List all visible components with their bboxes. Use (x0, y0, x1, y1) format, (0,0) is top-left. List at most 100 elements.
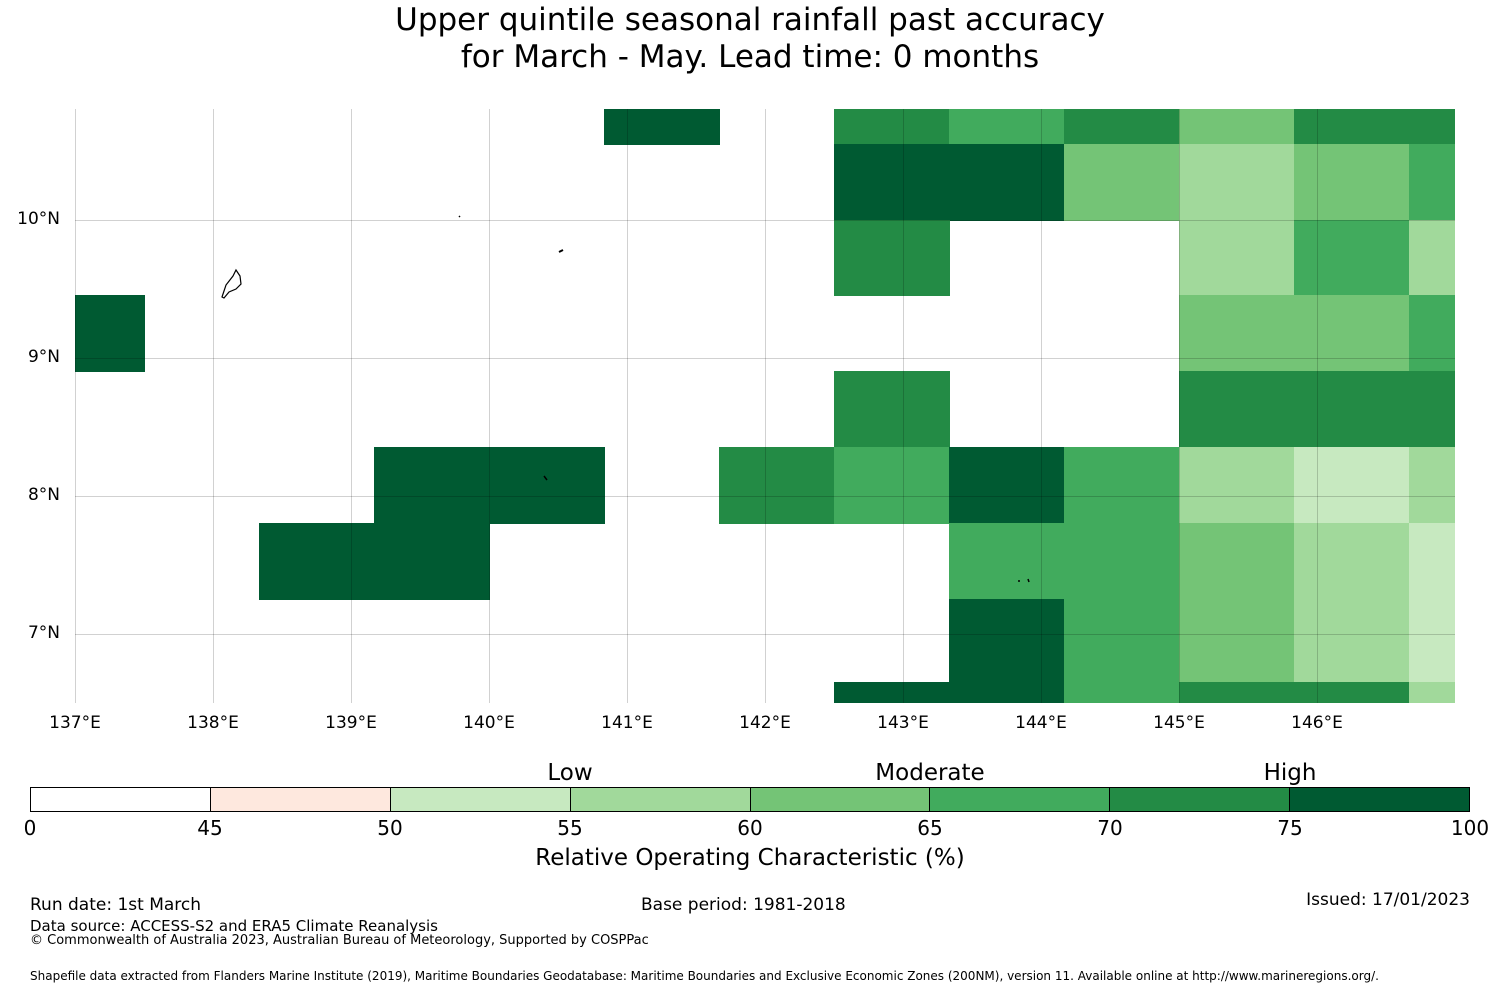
rainfall-accuracy-map (75, 109, 1455, 703)
copyright: © Commonwealth of Australia 2023, Austra… (30, 933, 649, 948)
colorbar-tick-label: 55 (557, 816, 583, 840)
grid-cell (144, 144, 260, 221)
grid-cell (604, 220, 720, 296)
longitude-gridline (903, 109, 904, 703)
grid-cell (1294, 220, 1410, 296)
grid-cell (1179, 220, 1295, 296)
grid-cell (1294, 144, 1410, 221)
grid-cell (1294, 371, 1410, 448)
category-moderate: Moderate (875, 760, 985, 786)
grid-cell (75, 447, 145, 524)
grid-cell (1179, 523, 1295, 600)
colorbar-segment (930, 788, 1111, 811)
grid-cell (144, 523, 260, 600)
grid-cell (1294, 682, 1410, 703)
grid-cell (75, 109, 145, 145)
colorbar-tick-label: 75 (1277, 816, 1303, 840)
grid-cell (1064, 144, 1180, 221)
grid-cell (489, 220, 605, 296)
latitude-label: 9°N (27, 346, 60, 367)
grid-cell (374, 447, 490, 524)
grid-cell (259, 371, 375, 448)
longitude-gridline (489, 109, 490, 703)
grid-cell (949, 523, 1065, 600)
grid-cell (259, 109, 375, 145)
grid-cell (604, 523, 720, 600)
longitude-label: 146°E (1291, 713, 1343, 733)
longitude-label: 141°E (601, 713, 653, 733)
longitude-gridline (1041, 109, 1042, 703)
grid-cell (604, 144, 720, 221)
grid-cell (1409, 220, 1455, 296)
grid-cell (719, 109, 835, 145)
colorbar-segment (570, 788, 751, 811)
shapefile-credit: Shapefile data extracted from Flanders M… (30, 969, 1379, 983)
longitude-label: 138°E (187, 713, 239, 733)
grid-cell (1294, 295, 1410, 372)
grid-cell (1409, 144, 1455, 221)
grid-cell (374, 682, 490, 703)
grid-cell (1294, 523, 1410, 600)
grid-cell (949, 295, 1065, 372)
grid-cell (75, 144, 145, 221)
longitude-label: 145°E (1153, 713, 1205, 733)
map-title-line-1: Upper quintile seasonal rainfall past ac… (395, 2, 1105, 38)
grid-cell (374, 220, 490, 296)
grid-cell (1179, 109, 1295, 145)
longitude-gridline (213, 109, 214, 703)
longitude-label: 140°E (463, 713, 515, 733)
longitude-label: 143°E (877, 713, 929, 733)
longitude-gridline (627, 109, 628, 703)
data-source: Data source: ACCESS-S2 and ERA5 Climate … (30, 917, 438, 935)
grid-cell (374, 523, 490, 600)
colorbar-segment (1110, 788, 1291, 811)
grid-cell (604, 371, 720, 448)
latitude-gridline (75, 634, 1455, 635)
grid-cell (259, 220, 375, 296)
latitude-gridline (75, 496, 1455, 497)
issued-date: Issued: 17/01/2023 (1306, 890, 1470, 910)
grid-cell (1179, 144, 1295, 221)
grid-cell (1294, 447, 1410, 524)
grid-cell (1409, 682, 1455, 703)
latitude-gridline (75, 358, 1455, 359)
colorbar-segment (750, 788, 931, 811)
grid-cell (949, 682, 1065, 703)
grid-cell (489, 682, 605, 703)
grid-cell (259, 447, 375, 524)
base-period: Base period: 1981-2018 (641, 895, 846, 915)
grid-cell (489, 144, 605, 221)
latitude-label: 8°N (27, 484, 60, 505)
colorbar-tick-label: 45 (197, 816, 223, 840)
grid-cell (75, 220, 145, 296)
grid-cell (1409, 447, 1455, 524)
grid-cell (144, 447, 260, 524)
grid-cell (259, 295, 375, 372)
grid-cell (144, 295, 260, 372)
grid-cell (1064, 109, 1180, 145)
grid-cell (1409, 109, 1455, 145)
grid-cell (719, 144, 835, 221)
longitude-gridline (1317, 109, 1318, 703)
grid-cell (1064, 523, 1180, 600)
grid-cell (489, 295, 605, 372)
grid-cell (834, 144, 950, 221)
grid-cell (1064, 682, 1180, 703)
grid-cell (144, 682, 260, 703)
grid-cell (949, 109, 1065, 145)
grid-cell (374, 144, 490, 221)
grid-cell (834, 109, 950, 145)
colorbar-segment (210, 788, 391, 811)
colorbar-tick-label: 60 (737, 816, 763, 840)
grid-cell (489, 109, 605, 145)
run-date: Run date: 1st March (30, 895, 202, 915)
grid-cell (259, 523, 375, 600)
grid-cell (949, 371, 1065, 448)
grid-cell (834, 220, 950, 296)
grid-cell (604, 109, 720, 145)
grid-cell (75, 371, 145, 448)
grid-cell (949, 220, 1065, 296)
grid-cell (259, 682, 375, 703)
colorbar-tick-label: 100 (1450, 816, 1490, 840)
colorbar-tick-label: 50 (377, 816, 403, 840)
